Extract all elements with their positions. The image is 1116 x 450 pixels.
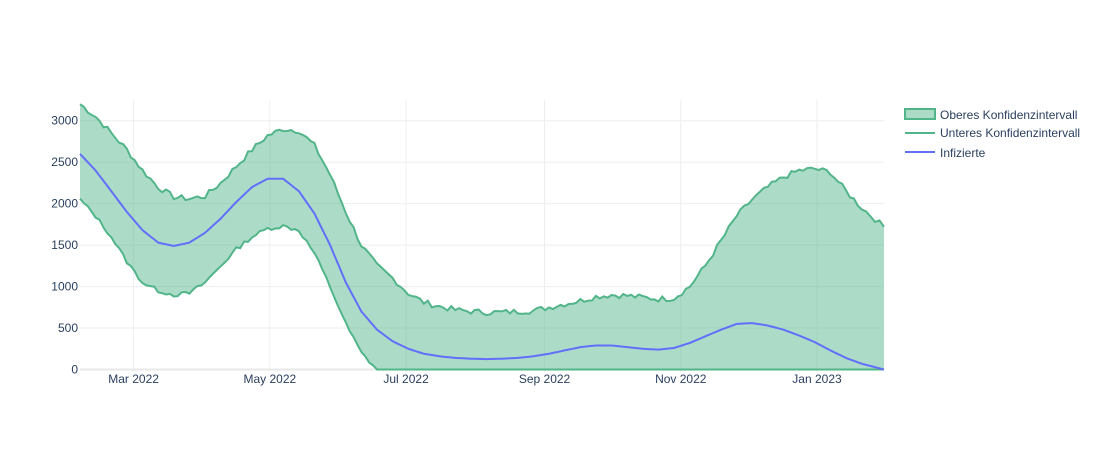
- x-axis-tick-labels: Mar 2022 May 2022 Jul 2022 Sep 2022 Nov 2022…: [108, 372, 842, 386]
- x-tick-label: Jul 2022: [383, 372, 429, 386]
- legend[interactable]: Oberes Konfidenzintervall Unteres Konfid…: [904, 108, 1080, 160]
- y-tick-label: 3000: [51, 114, 78, 128]
- y-tick-label: 2000: [51, 197, 78, 211]
- legend-label-lower: Unteres Konfidenzintervall: [940, 126, 1080, 140]
- x-tick-label: Nov 2022: [655, 372, 707, 386]
- legend-label-upper: Oberes Konfidenzintervall: [940, 108, 1077, 122]
- legend-swatch-upper: [904, 108, 936, 120]
- x-gridlines: [133, 100, 818, 372]
- legend-item-lower[interactable]: Unteres Konfidenzintervall: [905, 126, 1080, 140]
- lower-confidence-line: [79, 197, 884, 371]
- x-tick-label: May 2022: [243, 372, 296, 386]
- legend-label-infected: Infizierte: [940, 146, 986, 160]
- infected-line: [79, 153, 885, 371]
- legend-item-infected[interactable]: Infizierte: [905, 146, 986, 160]
- upper-confidence-line: [79, 103, 885, 317]
- confidence-band-area: [80, 104, 884, 370]
- y-tick-label: 1000: [51, 280, 78, 294]
- y-tick-label: 1500: [51, 238, 78, 252]
- y-tick-label: 2500: [51, 155, 78, 169]
- x-tick-label: Jan 2023: [792, 372, 842, 386]
- y-tick-label: 500: [58, 321, 78, 335]
- y-axis-tick-labels: 0 500 1000 1500 2000 2500 3000: [51, 114, 78, 377]
- y-tick-label: 0: [71, 363, 78, 377]
- x-tick-label: Mar 2022: [108, 372, 159, 386]
- x-tick-label: Sep 2022: [519, 372, 571, 386]
- legend-item-upper[interactable]: Oberes Konfidenzintervall: [904, 108, 1077, 122]
